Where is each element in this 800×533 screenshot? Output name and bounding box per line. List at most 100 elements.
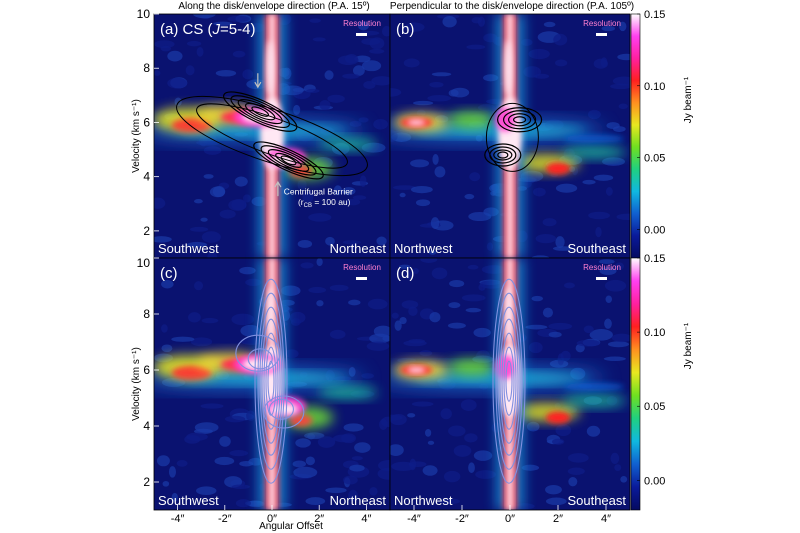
noise-patch xyxy=(617,53,630,61)
noise-patch xyxy=(490,190,497,196)
noise-patch xyxy=(160,45,172,52)
emission-blob xyxy=(447,359,496,376)
noise-patch xyxy=(604,318,612,329)
emission-blob xyxy=(504,286,512,342)
noise-patch xyxy=(605,295,613,304)
noise-patch xyxy=(399,192,406,198)
noise-patch xyxy=(560,350,571,362)
noise-patch xyxy=(381,25,390,37)
y-tick-label: 6 xyxy=(143,115,150,129)
noise-patch xyxy=(589,329,613,341)
noise-patch xyxy=(431,267,448,280)
noise-patch xyxy=(292,87,305,92)
noise-patch xyxy=(610,83,630,90)
contour-level xyxy=(497,151,509,159)
noise-patch xyxy=(486,242,494,251)
noise-patch xyxy=(618,103,628,110)
corner-label-left: Northwest xyxy=(394,241,453,256)
y-tick-label: 10 xyxy=(137,7,151,21)
noise-patch xyxy=(242,69,254,80)
noise-patch xyxy=(443,470,461,483)
corner-label-left: Northwest xyxy=(394,493,453,508)
noise-patch xyxy=(548,322,573,330)
panel-title: (b) xyxy=(396,21,414,38)
noise-patch xyxy=(185,65,195,76)
noise-patch xyxy=(542,307,554,318)
noise-patch xyxy=(366,341,390,351)
noise-patch xyxy=(186,241,208,248)
noise-patch xyxy=(324,70,334,80)
contour-level xyxy=(497,306,521,456)
emission-blob xyxy=(266,286,274,342)
noise-patch xyxy=(316,258,323,267)
y-tick-label: 2 xyxy=(143,475,150,489)
contour-outer xyxy=(485,102,539,172)
noise-patch xyxy=(300,262,314,269)
noise-patch xyxy=(410,186,433,194)
noise-patch xyxy=(430,217,440,229)
noise-patch xyxy=(327,94,345,103)
panel-b-image xyxy=(390,14,630,258)
noise-patch xyxy=(413,100,434,106)
noise-patch xyxy=(598,259,615,264)
noise-patch xyxy=(293,104,301,115)
contour-level xyxy=(493,149,513,161)
noise-patch xyxy=(393,185,416,190)
noise-patch xyxy=(468,462,475,474)
contour-level xyxy=(235,334,281,372)
noise-patch xyxy=(162,480,170,487)
noise-patch xyxy=(342,187,356,196)
x-axis-label: Angular Offset xyxy=(259,521,323,532)
noise-patch xyxy=(186,40,202,47)
noise-patch xyxy=(473,450,493,461)
noise-patch xyxy=(431,72,452,77)
noise-patch xyxy=(342,240,361,245)
emission-blob xyxy=(447,111,496,128)
x-tick-label: 4″ xyxy=(361,513,371,525)
panel-a: (a) CS (J=5-4) Resolution Southwest Northea… xyxy=(137,7,391,259)
noise-patch xyxy=(306,88,320,93)
noise-patch xyxy=(442,15,457,28)
noise-patch xyxy=(411,401,434,407)
noise-patch xyxy=(533,187,546,197)
contour-outer xyxy=(176,95,368,177)
contour-level xyxy=(501,332,517,430)
noise-patch xyxy=(231,313,255,326)
noise-patch xyxy=(554,59,568,67)
emission-blob xyxy=(171,118,212,133)
noise-patch xyxy=(231,198,247,211)
noise-patch xyxy=(460,399,477,411)
noise-patch xyxy=(563,282,575,289)
noise-patch xyxy=(420,258,438,263)
contour-level xyxy=(507,113,532,127)
noise-patch xyxy=(535,233,557,244)
noise-patch xyxy=(297,240,313,248)
noise-patch xyxy=(583,325,594,334)
panel-d-contours xyxy=(492,278,526,484)
resolution-bar xyxy=(356,33,367,36)
noise-patch xyxy=(357,21,369,31)
noise-patch xyxy=(404,22,425,32)
annotation-rcb: (rCB = 100 au) xyxy=(298,197,351,209)
contour-level xyxy=(512,116,527,124)
x-tick-label: -4″ xyxy=(171,513,185,525)
panel-title-italic: J xyxy=(212,21,221,38)
noise-patch xyxy=(219,209,236,219)
noise-patch xyxy=(483,74,499,82)
colorbar-label-bottom: Jy beam⁻¹ xyxy=(683,322,694,369)
panel-title-prefix: (b) xyxy=(396,21,414,38)
resolution-bar xyxy=(596,33,607,36)
noise-patch xyxy=(448,425,466,437)
colorbar-tick-label: 0.00 xyxy=(644,224,665,236)
noise-patch xyxy=(295,438,311,448)
contour-level xyxy=(502,110,537,130)
panel-b-contours xyxy=(484,102,543,172)
noise-patch xyxy=(234,176,248,187)
noise-patch xyxy=(620,476,628,483)
colorbar-bottom xyxy=(630,257,641,511)
panel-c-image xyxy=(154,258,390,510)
annotation-centrifugal-barrier: Centrifugal Barrier xyxy=(284,186,353,196)
panel-title-prefix: (c) xyxy=(160,265,178,282)
noise-patch xyxy=(154,236,172,243)
noise-patch xyxy=(232,50,246,58)
